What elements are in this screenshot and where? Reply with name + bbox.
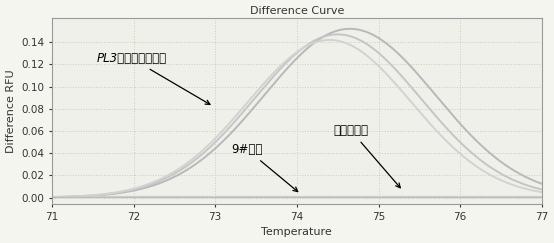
Y-axis label: Difference RFU: Difference RFU (6, 69, 16, 153)
X-axis label: Temperature: Temperature (261, 227, 332, 237)
Text: 野生型水稻: 野生型水稻 (334, 124, 401, 188)
Text: 9#样品: 9#样品 (232, 143, 297, 191)
Title: Difference Curve: Difference Curve (250, 6, 344, 16)
Text: PL3基因编辑型水稻: PL3基因编辑型水稻 (97, 52, 210, 104)
